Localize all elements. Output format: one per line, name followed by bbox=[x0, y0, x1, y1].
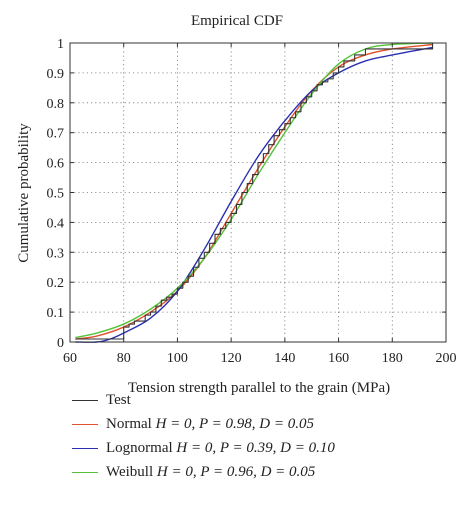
legend-stats-lognormal: H = 0, P = 0.39, D = 0.10 bbox=[176, 439, 335, 456]
y-tick-label: 0.6 bbox=[47, 157, 65, 172]
axis-ticks: 60 80 100 120 140 160 180 200 0 0.1 0.2 0.3 0.4 0.5 0.… bbox=[47, 37, 457, 366]
legend: Test Normal H = 0, P = 0.98, D = 0.05 Lo… bbox=[72, 388, 452, 484]
y-tick-label: 0.4 bbox=[47, 216, 65, 231]
legend-item-lognormal: Lognormal H = 0, P = 0.39, D = 0.10 bbox=[72, 436, 452, 460]
y-tick-label: 0 bbox=[57, 336, 64, 351]
x-tick-label: 200 bbox=[436, 351, 457, 366]
legend-swatch-test bbox=[72, 399, 98, 401]
y-tick-label: 0.5 bbox=[47, 187, 65, 202]
legend-name-normal: Normal bbox=[106, 415, 152, 432]
y-tick-label: 1 bbox=[57, 37, 64, 52]
series-line-normal bbox=[75, 43, 433, 340]
series-layer bbox=[75, 42, 434, 343]
y-tick-label: 0.1 bbox=[47, 306, 65, 321]
y-tick-label: 0.9 bbox=[47, 67, 65, 82]
series-line-weibull bbox=[75, 42, 433, 339]
legend-item-normal: Normal H = 0, P = 0.98, D = 0.05 bbox=[72, 412, 452, 436]
chart-title: Empirical CDF bbox=[190, 13, 284, 29]
y-axis-label: Cumulative probability bbox=[16, 123, 32, 263]
legend-swatch-normal bbox=[72, 423, 98, 425]
y-tick-label: 0.8 bbox=[47, 97, 65, 112]
legend-stats-weibull: H = 0, P = 0.96, D = 0.05 bbox=[156, 463, 316, 480]
x-tick-label: 60 bbox=[63, 351, 77, 366]
x-tick-label: 140 bbox=[274, 351, 295, 366]
y-tick-label: 0.2 bbox=[47, 276, 65, 291]
y-tick-label: 0.3 bbox=[47, 246, 65, 261]
legend-name-lognormal: Lognormal bbox=[106, 439, 173, 456]
series-line-test bbox=[75, 43, 434, 340]
legend-label-weibull: Weibull H = 0, P = 0.96, D = 0.05 bbox=[106, 464, 315, 481]
legend-item-weibull: Weibull H = 0, P = 0.96, D = 0.05 bbox=[72, 460, 452, 484]
grid-lines bbox=[70, 43, 446, 342]
x-tick-label: 100 bbox=[167, 351, 188, 366]
legend-swatch-lognormal bbox=[72, 447, 98, 449]
legend-swatch-weibull bbox=[72, 471, 98, 473]
legend-name-weibull: Weibull bbox=[106, 463, 154, 480]
x-tick-label: 120 bbox=[221, 351, 242, 366]
legend-label-normal: Normal H = 0, P = 0.98, D = 0.05 bbox=[106, 416, 314, 433]
x-tick-label: 80 bbox=[117, 351, 131, 366]
y-tick-label: 0.7 bbox=[47, 127, 65, 142]
series-line-lognormal bbox=[75, 46, 433, 343]
x-axis-label: Tension strength parallel to the grain (… bbox=[128, 380, 390, 396]
legend-label-test: Test bbox=[106, 391, 131, 408]
x-tick-label: 160 bbox=[328, 351, 349, 366]
legend-label-lognormal: Lognormal H = 0, P = 0.39, D = 0.10 bbox=[106, 440, 335, 457]
legend-stats-normal: H = 0, P = 0.98, D = 0.05 bbox=[155, 415, 315, 432]
x-tick-label: 180 bbox=[382, 351, 403, 366]
legend-item-test: Test bbox=[72, 388, 452, 412]
